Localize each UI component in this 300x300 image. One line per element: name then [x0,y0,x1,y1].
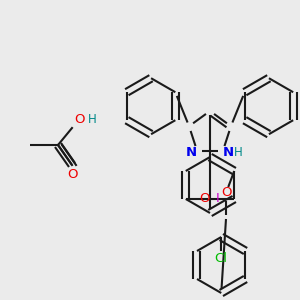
Text: O: O [67,169,77,182]
Text: Cl: Cl [215,253,228,266]
Text: N: N [185,146,197,159]
Text: H: H [88,113,97,126]
Text: O: O [199,193,209,206]
Text: I: I [216,193,220,206]
Text: N: N [222,146,233,159]
Text: O: O [74,113,85,126]
Text: H: H [234,146,242,159]
Text: O: O [221,187,232,200]
